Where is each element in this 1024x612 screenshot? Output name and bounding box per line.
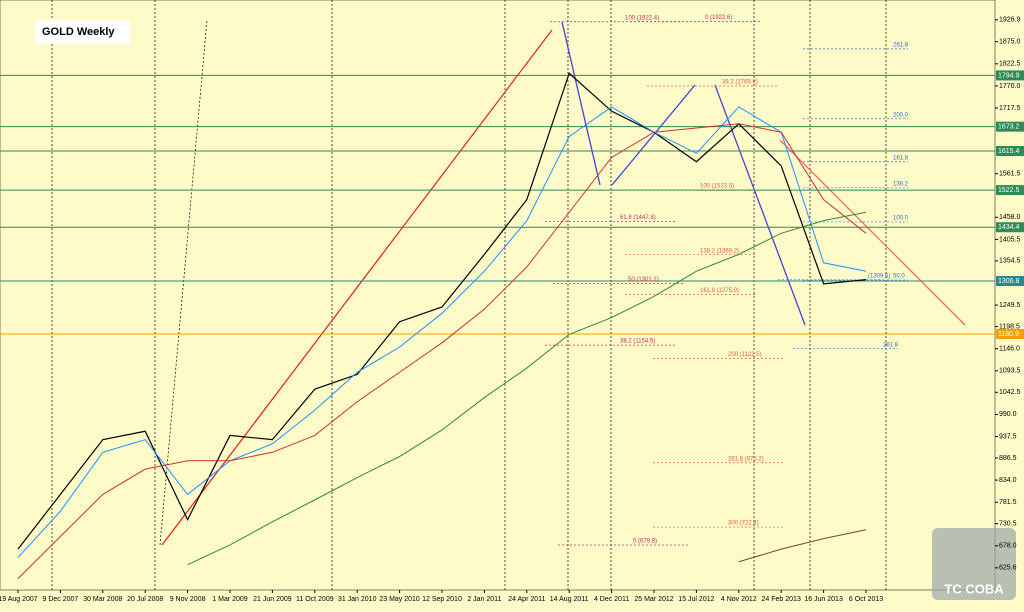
fib-label: 200.0 <box>893 112 909 118</box>
y-tick-label: 1561.5 <box>999 171 1021 178</box>
y-tick-label: 1405.5 <box>999 236 1021 243</box>
series-line <box>17 106 867 558</box>
y-tick-label: 1770.0 <box>999 83 1021 90</box>
level-label: 1522.5 <box>998 187 1020 194</box>
x-tick-label: 16 Jun 2013 <box>804 596 843 603</box>
level-label: 1180.9 <box>998 331 1019 338</box>
y-tick-label: 678.0 <box>999 543 1017 550</box>
y-tick-label: 1146.0 <box>999 346 1020 353</box>
fib-label: 261.8 (875.2) <box>728 456 764 462</box>
level-box <box>996 328 1024 339</box>
series-line <box>17 123 867 579</box>
y-tick-label: 990.0 <box>999 411 1017 418</box>
x-tick-label: 23 May 2010 <box>379 596 420 603</box>
y-tick-label: 625.6 <box>999 565 1017 572</box>
x-tick-label: 9 Nov 2008 <box>170 596 206 603</box>
y-tick-label: 1249.5 <box>999 302 1021 309</box>
fib-label: 200 (1122.5) <box>728 352 762 358</box>
x-tick-label: 1 Mar 2009 <box>212 596 248 603</box>
x-tick-label: 30 Mar 2008 <box>83 596 122 603</box>
y-tick-label: 1042.5 <box>999 389 1021 396</box>
series-line <box>738 529 867 563</box>
x-tick-label: 20 Jul 2008 <box>127 596 163 603</box>
level-label: 1306.8 <box>998 278 1020 285</box>
level-box <box>996 121 1024 132</box>
x-tick-label: 11 Oct 2009 <box>296 596 334 603</box>
title-box <box>35 20 130 44</box>
fib-label: 100 (1523.5) <box>700 183 734 189</box>
y-tick-label: 1926.9 <box>999 17 1021 24</box>
y-tick-label: 1198.5 <box>999 323 1020 330</box>
x-tick-label: 19 Aug 2007 <box>0 596 38 603</box>
fib-label: 161.8 (1275.0) <box>700 288 739 294</box>
y-tick-label: 834.0 <box>999 477 1017 484</box>
fib-label: 138.2 <box>893 181 909 187</box>
y-tick-label: 781.5 <box>999 499 1017 506</box>
x-tick-label: 4 Nov 2012 <box>721 596 757 603</box>
y-tick-label: 1093.5 <box>999 368 1021 375</box>
y-tick-label: 937.5 <box>999 433 1017 440</box>
fib-label: (1309.6) <box>868 273 890 279</box>
fib-label: 50.0 <box>893 274 905 280</box>
plot-area <box>0 0 996 591</box>
level-box <box>996 222 1024 233</box>
y-tick-label: 1354.5 <box>999 258 1021 265</box>
x-tick-label: 9 Dec 2007 <box>42 596 78 603</box>
watermark: TC COBA <box>944 581 1004 596</box>
x-tick-label: 24 Apr 2011 <box>508 596 545 603</box>
chart-title: GOLD Weekly <box>42 26 115 38</box>
x-tick-label: 6 Oct 2013 <box>849 596 883 603</box>
x-tick-label: 21 Jun 2009 <box>253 596 292 603</box>
x-tick-label: 25 Mar 2012 <box>634 596 673 603</box>
x-tick-label: 15 Jul 2012 <box>678 596 714 603</box>
x-tick-label: 24 Feb 2013 <box>762 596 801 603</box>
level-box <box>996 275 1024 286</box>
fib-label: 38.2 (1769.8) <box>722 80 758 86</box>
level-box <box>996 70 1024 81</box>
y-tick-label: 730.5 <box>999 521 1017 528</box>
y-tick-label: 1822.5 <box>999 61 1021 68</box>
fib-label: 300 (722.4) <box>728 521 759 527</box>
fib-label: 0 (679.8) <box>633 539 657 545</box>
fib-label: 100 (1922.4) <box>625 15 659 21</box>
x-tick-label: 14 Aug 2011 <box>550 596 589 603</box>
x-tick-label: 4 Dec 2011 <box>594 596 629 603</box>
x-tick-label: 31 Jan 2010 <box>338 596 377 603</box>
fib-label: 38.2 (1154.5) <box>620 339 655 345</box>
level-label: 1673.2 <box>998 124 1020 131</box>
x-tick-label: 12 Sep 2010 <box>422 596 462 603</box>
y-tick-label: 1458.0 <box>999 214 1021 221</box>
fib-label: 61.8 (1447.8) <box>620 215 656 221</box>
x-tick-label: 2 Jan 2011 <box>467 596 501 603</box>
level-label: 1434.4 <box>998 224 1020 231</box>
y-tick-label: 1875.0 <box>999 39 1021 46</box>
fib-label: 261.8 <box>893 42 909 48</box>
y-tick-label: 886.5 <box>999 455 1017 462</box>
fib-label: 161.8 <box>893 155 909 161</box>
level-box <box>996 146 1024 157</box>
level-label: 1615.4 <box>998 148 1020 155</box>
fib-label: 100.0 <box>893 216 909 222</box>
series-line <box>187 211 867 566</box>
level-box <box>996 185 1024 196</box>
fib-label: 138.2 (1369.2) <box>700 248 739 254</box>
fib-label: 0 (1922.6) <box>705 15 732 21</box>
series-line <box>17 72 867 550</box>
y-tick-label: 1717.5 <box>999 105 1021 112</box>
fib-label: 50 (1301.1) <box>628 277 659 283</box>
fib-label: 261.8 <box>883 342 899 348</box>
level-label: 1794.9 <box>998 72 1020 79</box>
